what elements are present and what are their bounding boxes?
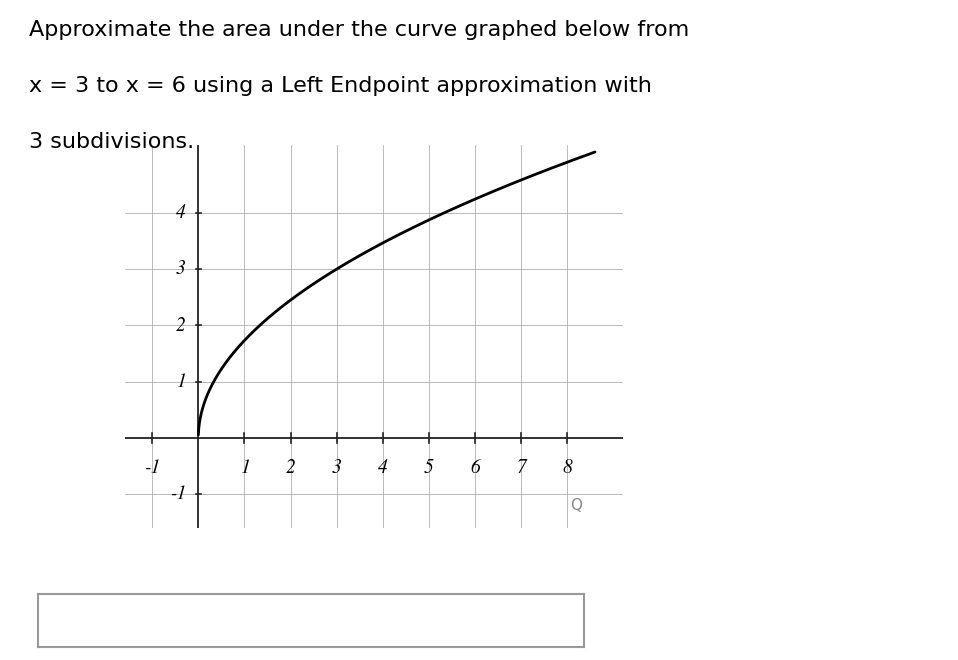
Text: 2: 2 <box>176 316 186 335</box>
Text: 3: 3 <box>331 459 342 477</box>
Text: 8: 8 <box>562 459 572 477</box>
Text: 4: 4 <box>176 203 186 222</box>
Text: 3 subdivisions.: 3 subdivisions. <box>29 132 194 152</box>
Text: -1: -1 <box>170 485 186 504</box>
Text: 3: 3 <box>176 260 186 279</box>
Text: 2: 2 <box>285 459 295 477</box>
Text: 4: 4 <box>378 459 388 477</box>
Text: x = 3 to x = 6 using a Left Endpoint approximation with: x = 3 to x = 6 using a Left Endpoint app… <box>29 76 651 96</box>
Text: -1: -1 <box>144 459 160 477</box>
Text: 6: 6 <box>470 459 480 477</box>
Text: Approximate the area under the curve graphed below from: Approximate the area under the curve gra… <box>29 20 689 40</box>
Text: 5: 5 <box>424 459 434 477</box>
Text: 1: 1 <box>176 372 186 391</box>
Text: 7: 7 <box>516 459 526 477</box>
Text: 1: 1 <box>240 459 249 477</box>
Text: Q: Q <box>571 498 582 513</box>
